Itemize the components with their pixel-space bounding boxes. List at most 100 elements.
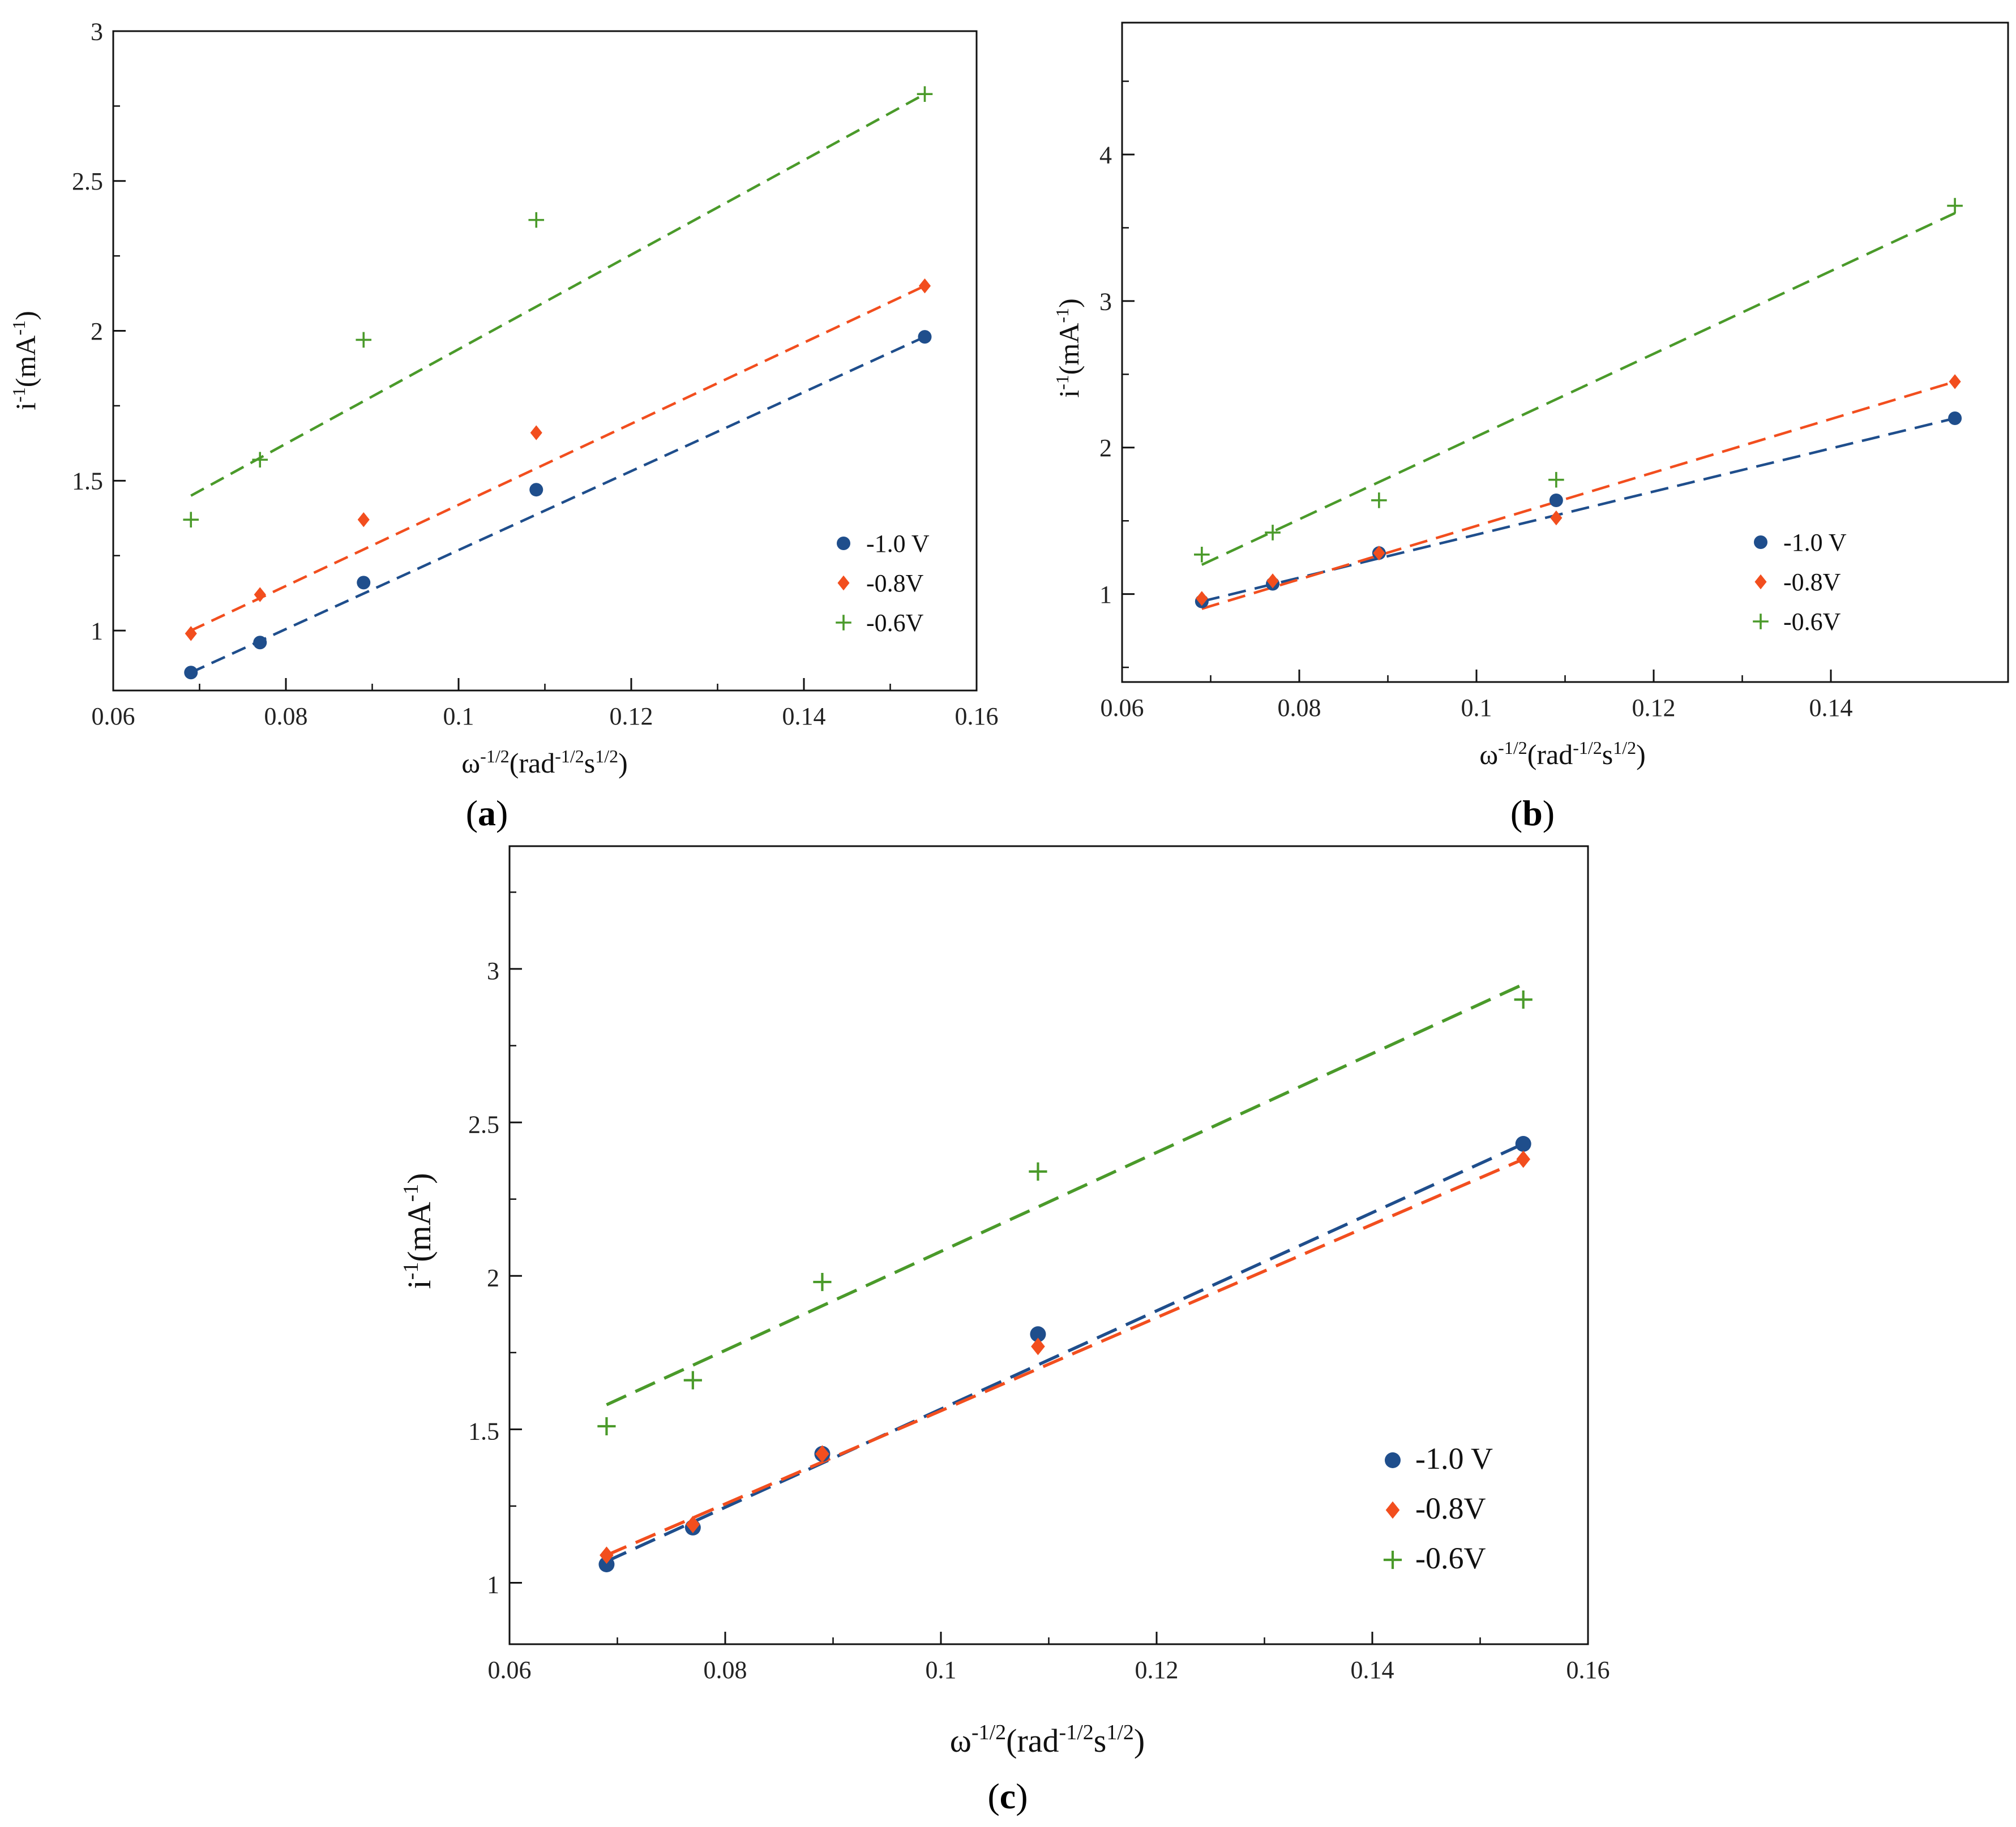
plot-frame-b xyxy=(1121,22,2009,683)
x-tick-label: 0.12 xyxy=(1135,1656,1179,1684)
x-tick-label: 0.08 xyxy=(1278,694,1321,722)
data-point xyxy=(1947,198,1963,214)
y-axis-title-a: i-1(mA-1) xyxy=(8,311,41,410)
data-point xyxy=(254,587,266,602)
data-point xyxy=(357,512,370,527)
x-tick-label: 0.08 xyxy=(704,1656,747,1684)
fit-lines-b xyxy=(1201,212,1956,610)
data-points-c xyxy=(597,990,1533,1572)
data-point xyxy=(1029,1162,1047,1181)
data-point xyxy=(252,452,268,468)
legend-label: -0.8V xyxy=(1415,1491,1486,1525)
legend-label: -0.6V xyxy=(1415,1541,1486,1575)
x-tick-label: 0.08 xyxy=(264,702,308,730)
data-point xyxy=(357,576,371,590)
y-axis-title-c: i-1(mA-1) xyxy=(399,1173,438,1289)
x-tick-label: 0.1 xyxy=(926,1656,957,1684)
fit-line xyxy=(1201,212,1956,566)
data-point xyxy=(1266,573,1279,589)
data-point xyxy=(1548,471,1564,488)
x-tick-label: 0.12 xyxy=(1632,694,1676,722)
fit-line xyxy=(190,336,926,674)
y-tick-label: 1.5 xyxy=(468,1418,499,1446)
y-tick-label: 2 xyxy=(1099,434,1112,462)
data-point xyxy=(1371,492,1387,508)
data-points-b xyxy=(1194,198,1963,608)
y-tick-label: 1 xyxy=(487,1571,499,1599)
panel-label-c: (c) xyxy=(987,1776,1028,1816)
panel-c: 0.06 0.08 0.1 0.12 0.14 0.16 1 1.5 2 2.5 3 -1.0 V… xyxy=(399,845,1610,1816)
x-ticks-b: 0.06 0.08 0.1 0.12 0.14 xyxy=(1101,670,1853,722)
data-point xyxy=(600,1546,614,1564)
legend-marker xyxy=(837,575,850,591)
x-tick-label: 0.1 xyxy=(1461,694,1492,722)
x-tick-label: 0.06 xyxy=(488,1656,532,1684)
y-tick-label: 1.5 xyxy=(72,468,103,495)
x-tick-label: 0.16 xyxy=(955,702,999,730)
panel-b: 0.06 0.08 0.1 0.12 0.14 1 2 3 4 -1.0 V -0.8V -0.6… xyxy=(1052,22,2009,833)
data-point xyxy=(1949,374,1961,389)
x-tick-label: 0.16 xyxy=(1566,1656,1610,1684)
y-tick-label: 1 xyxy=(91,617,103,645)
fit-lines-a xyxy=(190,93,926,674)
y-ticks-c: 1 1.5 2 2.5 3 xyxy=(468,891,522,1599)
data-point xyxy=(1948,411,1962,425)
data-point xyxy=(683,1371,702,1389)
data-point xyxy=(917,86,933,102)
data-point xyxy=(1550,510,1563,526)
plot-frame-a xyxy=(112,30,978,692)
panel-label-a: (a) xyxy=(466,793,508,833)
data-point xyxy=(597,1417,616,1436)
legend-label: -1.0 V xyxy=(1783,529,1847,556)
legend-b: -1.0 V -0.8V -0.6V xyxy=(1753,529,1847,636)
x-axis-title-a: ω-1/2(rad-1/2s1/2) xyxy=(461,746,628,779)
data-point xyxy=(1516,1150,1531,1168)
data-point xyxy=(598,1556,615,1572)
data-point xyxy=(1549,493,1563,507)
y-tick-label: 4 xyxy=(1099,141,1112,169)
legend-label: -1.0 V xyxy=(1415,1442,1493,1476)
data-point xyxy=(1373,545,1385,561)
y-tick-label: 2 xyxy=(487,1264,499,1292)
legend-marker xyxy=(1754,574,1767,590)
legend-marker xyxy=(1754,535,1767,549)
legend-c: -1.0 V -0.8V -0.6V xyxy=(1383,1442,1493,1575)
fit-line xyxy=(190,285,926,632)
panel-a: 0.06 0.08 0.1 0.12 0.14 0.16 1 1.5 2 2.5 3 -1.0 V… xyxy=(8,18,999,833)
legend-a: -1.0 V -0.8V -0.6V xyxy=(836,530,930,637)
y-tick-label: 2.5 xyxy=(72,168,103,195)
data-point xyxy=(1265,525,1281,541)
legend-marker xyxy=(836,615,851,631)
legend-label: -0.8V xyxy=(866,569,924,597)
data-point xyxy=(529,483,543,497)
y-tick-label: 1 xyxy=(1099,581,1112,608)
x-tick-label: 0.14 xyxy=(782,702,826,730)
legend-label: -0.8V xyxy=(1783,568,1841,596)
data-point xyxy=(356,332,372,348)
legend-marker xyxy=(1385,1452,1401,1468)
panel-label-b: (b) xyxy=(1510,793,1555,833)
fit-lines-c xyxy=(606,983,1524,1563)
data-points-a xyxy=(183,86,933,680)
y-ticks-b: 1 2 3 4 xyxy=(1099,80,1135,668)
x-ticks-a: 0.06 0.08 0.1 0.12 0.14 0.16 xyxy=(92,678,999,730)
y-tick-label: 2 xyxy=(91,318,103,345)
legend-marker xyxy=(1383,1550,1402,1569)
y-tick-label: 2.5 xyxy=(468,1110,499,1138)
x-axis-title-b: ω-1/2(rad-1/2s1/2) xyxy=(1479,737,1646,770)
data-point xyxy=(185,626,197,641)
y-tick-label: 3 xyxy=(1099,288,1112,315)
data-point xyxy=(918,278,931,294)
legend-marker xyxy=(1753,614,1769,629)
legend-label: -1.0 V xyxy=(866,530,930,557)
x-ticks-c: 0.06 0.08 0.1 0.12 0.14 0.16 xyxy=(488,1632,1610,1684)
x-axis-title-c: ω-1/2(rad-1/2s1/2) xyxy=(950,1721,1145,1759)
fit-line xyxy=(1201,380,1955,610)
data-point xyxy=(528,212,545,228)
data-point xyxy=(1514,990,1533,1009)
data-point xyxy=(253,636,267,650)
x-tick-label: 0.1 xyxy=(443,702,474,730)
data-point xyxy=(184,666,198,680)
legend-marker xyxy=(837,537,850,550)
data-point xyxy=(1031,1337,1045,1356)
